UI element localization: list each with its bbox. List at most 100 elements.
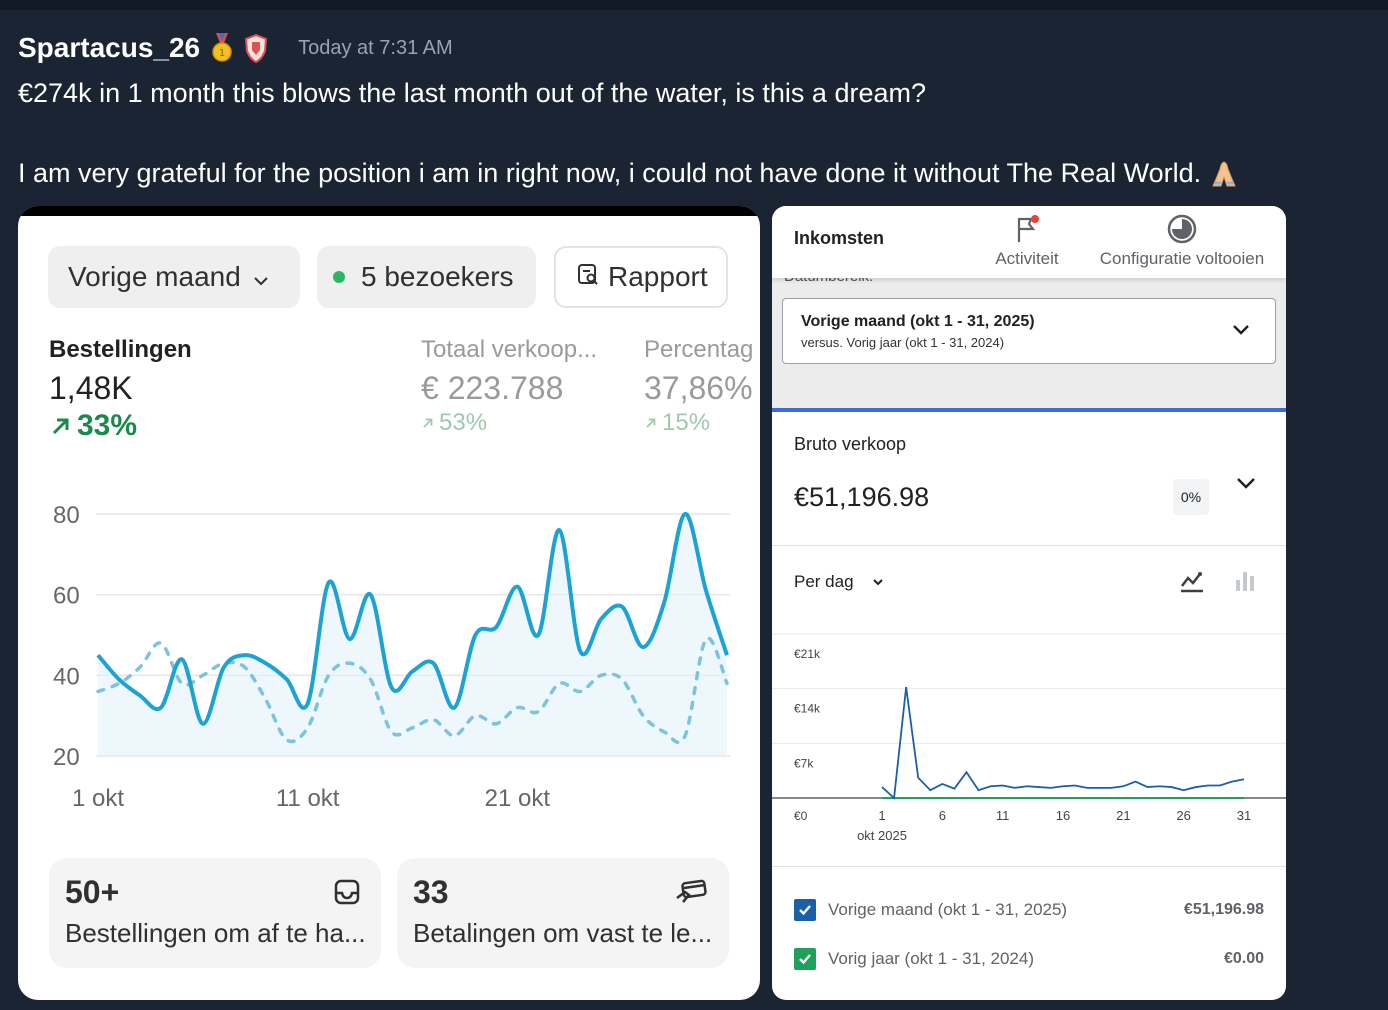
legend-label: Vorige maand (okt 1 - 31, 2025) bbox=[828, 900, 1068, 919]
metric-delta-value: 15% bbox=[662, 409, 711, 436]
tile-number: 33 bbox=[413, 874, 449, 910]
legend-previous-year[interactable]: Vorig jaar (okt 1 - 31, 2024) €0.00 bbox=[794, 945, 1264, 973]
x-tick-label: 21 okt bbox=[485, 785, 551, 812]
analytics-revenue-screenshot: Inkomsten Activiteit Configuratie voltoo… bbox=[772, 206, 1286, 1000]
y-tick-label: €7k bbox=[794, 756, 814, 770]
shield-icon bbox=[244, 33, 268, 64]
chevron-down-icon bbox=[253, 261, 269, 293]
comparison-series-line bbox=[96, 636, 729, 744]
y-tick-label: €21k bbox=[794, 647, 821, 661]
x-tick-label: 1 bbox=[878, 808, 885, 823]
metric-value: € 223.788 bbox=[421, 370, 564, 406]
inbox-icon bbox=[333, 878, 361, 911]
divider bbox=[772, 545, 1286, 546]
progress-circle-icon bbox=[1167, 214, 1197, 244]
chevron-down-icon bbox=[872, 579, 883, 586]
chevron-down-icon bbox=[1233, 325, 1249, 335]
x-tick-label: 26 bbox=[1176, 808, 1190, 823]
legend-value: €0.00 bbox=[1223, 950, 1264, 967]
metric-label: Bestellingen bbox=[49, 336, 192, 363]
granularity-dropdown[interactable]: Per dag bbox=[794, 572, 884, 592]
arrow-up-right-icon bbox=[646, 418, 656, 428]
divider bbox=[772, 866, 1286, 867]
top-bar bbox=[0, 0, 1388, 10]
metric-delta: 33% bbox=[49, 409, 192, 443]
gross-sales-label: Bruto verkoop bbox=[794, 434, 907, 454]
change-badge: 0% bbox=[1173, 479, 1209, 515]
metric-total-sales[interactable]: Totaal verkoop... € 223.788 53% bbox=[421, 336, 597, 437]
granularity-label: Per dag bbox=[794, 572, 854, 591]
checkbox-checked-icon[interactable] bbox=[794, 899, 816, 921]
active-tab-indicator bbox=[772, 408, 1286, 412]
tile-payments-to-capture[interactable]: 33 Betalingen om vast te le... bbox=[397, 858, 729, 968]
metric-orders[interactable]: Bestellingen 1,48K 33% bbox=[49, 336, 192, 443]
username[interactable]: Spartacus_26 bbox=[18, 32, 201, 63]
y-tick-label: 80 bbox=[53, 502, 80, 529]
arrow-up-right-icon bbox=[52, 418, 69, 435]
period-dropdown[interactable]: Vorige maand bbox=[48, 246, 300, 308]
flag-icon bbox=[1017, 215, 1039, 242]
message-line-2-text: I am very grateful for the position i am… bbox=[18, 158, 1202, 188]
x-tick-label: 21 bbox=[1116, 808, 1130, 823]
y-tick-label: 20 bbox=[53, 744, 80, 771]
x-axis-caption: okt 2025 bbox=[857, 828, 907, 843]
live-dot-icon bbox=[333, 271, 345, 283]
metric-percentage[interactable]: Percentag 37,86% 15% bbox=[644, 336, 753, 437]
x-tick-label: 6 bbox=[939, 808, 946, 823]
visitors-label: 5 bezoekers bbox=[361, 261, 514, 292]
metric-label: Percentag bbox=[644, 336, 754, 363]
nav-label: Configuratie voltooien bbox=[1099, 249, 1265, 268]
credit-card-icon bbox=[675, 878, 709, 911]
page-title: Inkomsten bbox=[794, 228, 885, 248]
period-label: Vorige maand bbox=[68, 261, 241, 292]
message-header: Spartacus_26 1 Today at 7:31 AM bbox=[18, 32, 453, 64]
tile-number: 50+ bbox=[65, 874, 120, 910]
x-tick-label: 1 okt bbox=[72, 785, 124, 812]
medal-icon: 1 bbox=[210, 33, 234, 63]
message-line-2: I am very grateful for the position i am… bbox=[18, 158, 1239, 189]
tile-orders-to-pickup[interactable]: 50+ Bestellingen om af te ha... bbox=[49, 858, 381, 968]
y-tick-label: 40 bbox=[53, 663, 80, 690]
metric-delta-value: 33% bbox=[77, 409, 138, 442]
tile-description: Betalingen om vast te le... bbox=[413, 918, 713, 948]
report-icon bbox=[576, 261, 600, 293]
date-range-current: Vorige maand (okt 1 - 31, 2025) bbox=[801, 313, 1035, 330]
checkbox-checked-icon[interactable] bbox=[794, 948, 816, 970]
nav-activity[interactable]: Activiteit bbox=[992, 214, 1062, 269]
metric-delta-value: 53% bbox=[439, 409, 488, 436]
message-line-1: €274k in 1 month this blows the last mon… bbox=[18, 78, 926, 108]
date-range-select[interactable]: Vorige maand (okt 1 - 31, 2025) versus. … bbox=[782, 298, 1276, 364]
report-button[interactable]: Rapport bbox=[554, 246, 728, 308]
line-chart-toggle-icon[interactable] bbox=[1178, 566, 1206, 594]
nav-label: Activiteit bbox=[995, 249, 1059, 268]
legend-value: €51,196.98 bbox=[1183, 901, 1264, 918]
visitors-chip[interactable]: 5 bezoekers bbox=[317, 246, 536, 308]
legend-current-period[interactable]: Vorige maand (okt 1 - 31, 2025) €51,196.… bbox=[794, 896, 1264, 924]
metric-delta: 53% bbox=[421, 409, 597, 437]
area-fill bbox=[98, 513, 727, 756]
x-tick-label: 11 bbox=[996, 808, 1010, 823]
chevron-down-icon[interactable] bbox=[1235, 476, 1257, 492]
report-label: Rapport bbox=[608, 261, 708, 292]
metric-value: 37,86% bbox=[644, 370, 753, 406]
x-tick-label: 11 okt bbox=[276, 785, 340, 812]
x-tick-label: 16 bbox=[1056, 808, 1070, 823]
legend-label: Vorig jaar (okt 1 - 31, 2024) bbox=[828, 949, 1035, 968]
y-tick-label: €0 bbox=[794, 809, 808, 823]
timestamp: Today at 7:31 AM bbox=[298, 36, 453, 59]
phone-top-strip bbox=[18, 206, 760, 216]
metric-label: Totaal verkoop... bbox=[421, 336, 598, 363]
shop-dashboard-screenshot: Vorige maand 5 bezoekers Rapport Bestell… bbox=[18, 206, 760, 1000]
bar-chart-toggle-icon[interactable] bbox=[1232, 566, 1260, 594]
nav-setup[interactable]: Configuratie voltooien bbox=[1094, 214, 1270, 269]
orders-line-chart: 20 40 60 80 1 okt 11 okt 21 okt bbox=[53, 502, 730, 812]
current-series-line bbox=[96, 511, 729, 726]
x-tick-label: 31 bbox=[1237, 808, 1251, 823]
gross-sales-value: €51,196.98 bbox=[794, 482, 930, 512]
metric-value: 1,48K bbox=[49, 370, 133, 406]
praying-hands-icon bbox=[1209, 159, 1239, 189]
current-period-series-line bbox=[881, 686, 1245, 800]
date-range-compare: versus. Vorig jaar (okt 1 - 31, 2024) bbox=[801, 335, 1005, 350]
arrow-up-right-icon bbox=[423, 418, 433, 428]
